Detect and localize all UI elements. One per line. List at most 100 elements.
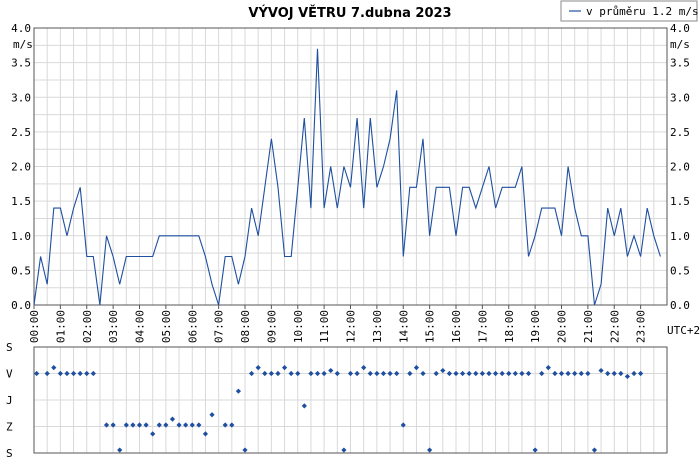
x-tick-label: 15:00 bbox=[424, 310, 437, 343]
direction-point bbox=[427, 447, 433, 453]
x-tick-label: 17:00 bbox=[476, 310, 489, 343]
direction-point bbox=[459, 370, 466, 377]
x-tick-label: 22:00 bbox=[608, 310, 621, 343]
direction-point bbox=[275, 370, 281, 377]
direction-point bbox=[479, 370, 485, 377]
direction-point bbox=[572, 370, 578, 377]
legend-label: v průměru 1.2 m/s bbox=[586, 5, 699, 18]
direction-point bbox=[638, 370, 644, 377]
direction-point bbox=[202, 431, 209, 437]
direction-point bbox=[57, 370, 63, 377]
direction-point bbox=[354, 370, 360, 377]
direction-point bbox=[492, 370, 499, 377]
chart-title: VÝVOJ VĚTRU 7.dubna 2023 bbox=[248, 5, 451, 21]
direction-point bbox=[532, 447, 538, 453]
direction-point bbox=[334, 370, 340, 377]
direction-point bbox=[387, 370, 393, 377]
direction-point bbox=[295, 370, 301, 377]
y-tick-label-left: 4.0 bbox=[11, 22, 31, 35]
y-tick-label-left: 3.5 bbox=[11, 57, 31, 70]
x-tick-label: 08:00 bbox=[239, 310, 252, 343]
direction-point bbox=[361, 365, 367, 371]
x-tick-label: 21:00 bbox=[582, 310, 595, 343]
direction-point bbox=[519, 370, 525, 377]
direction-point bbox=[413, 365, 420, 371]
x-tick-label: 11:00 bbox=[318, 310, 331, 343]
y-tick-label-right: 3.5 bbox=[670, 57, 690, 70]
x-tick-label: 12:00 bbox=[345, 310, 358, 343]
direction-tick-label: J bbox=[6, 394, 13, 407]
y-unit-label-left: m/s bbox=[13, 38, 33, 51]
direction-point bbox=[288, 370, 294, 377]
direction-point bbox=[420, 370, 426, 377]
direction-point bbox=[103, 422, 110, 428]
x-tick-label: 06:00 bbox=[186, 310, 199, 343]
x-tick-label: 03:00 bbox=[107, 310, 120, 343]
direction-point bbox=[499, 370, 505, 377]
y-tick-label-left: 1.0 bbox=[11, 230, 31, 243]
direction-point bbox=[169, 416, 176, 422]
direction-point bbox=[130, 422, 136, 428]
direction-point bbox=[407, 370, 413, 377]
direction-point bbox=[400, 422, 406, 428]
y-tick-label-right: 3.0 bbox=[670, 91, 690, 104]
bottom-plot-grid bbox=[33, 346, 668, 454]
direction-point bbox=[321, 370, 327, 377]
direction-point bbox=[578, 370, 584, 377]
direction-point bbox=[473, 370, 479, 377]
x-tick-label: 07:00 bbox=[213, 310, 226, 343]
direction-point bbox=[235, 388, 242, 394]
top-plot-grid bbox=[33, 27, 668, 306]
direction-point bbox=[77, 370, 83, 377]
y-tick-label-right: 2.0 bbox=[670, 161, 690, 174]
direction-point bbox=[367, 370, 373, 377]
x-tick-label: 13:00 bbox=[371, 310, 384, 343]
direction-point bbox=[163, 422, 169, 428]
direction-point bbox=[328, 367, 334, 374]
direction-tick-label: S bbox=[6, 341, 13, 354]
x-tick-label: 01:00 bbox=[54, 310, 67, 343]
speed-line bbox=[33, 48, 661, 306]
direction-point bbox=[189, 422, 195, 428]
direction-point bbox=[591, 447, 598, 453]
direction-tick-label: Z bbox=[6, 421, 13, 434]
direction-point bbox=[262, 370, 268, 377]
direction-point bbox=[545, 365, 551, 371]
x-tick-label: 04:00 bbox=[134, 310, 147, 343]
direction-point bbox=[512, 370, 518, 377]
direction-point bbox=[506, 370, 512, 377]
direction-point bbox=[110, 422, 116, 428]
direction-tick-label: S bbox=[6, 447, 13, 460]
direction-point bbox=[618, 370, 624, 377]
direction-point bbox=[196, 422, 202, 428]
direction-point bbox=[539, 370, 545, 377]
direction-point bbox=[34, 370, 40, 377]
direction-point bbox=[123, 422, 129, 428]
y-tick-label-right: 0.5 bbox=[670, 264, 690, 277]
direction-point bbox=[281, 365, 288, 371]
direction-point bbox=[314, 370, 321, 377]
direction-point bbox=[268, 370, 274, 377]
x-tick-label: 09:00 bbox=[265, 310, 278, 343]
direction-point bbox=[631, 370, 637, 377]
x-tick-label: 05:00 bbox=[160, 310, 173, 343]
y-tick-label-right: 1.5 bbox=[670, 195, 690, 208]
direction-point bbox=[229, 422, 235, 428]
direction-point bbox=[374, 370, 380, 377]
direction-point bbox=[440, 367, 446, 374]
y-tick-label-left: 1.5 bbox=[11, 195, 31, 208]
x-tick-label: 23:00 bbox=[635, 310, 648, 343]
direction-point bbox=[558, 370, 565, 377]
direction-point bbox=[156, 422, 162, 428]
direction-point bbox=[117, 447, 123, 453]
direction-point bbox=[446, 370, 453, 377]
direction-point bbox=[394, 370, 400, 377]
x-tick-label: 18:00 bbox=[503, 310, 516, 343]
direction-point bbox=[525, 370, 532, 377]
direction-point bbox=[380, 370, 387, 377]
direction-series bbox=[34, 365, 644, 453]
direction-point bbox=[486, 370, 492, 377]
x-tick-label: 14:00 bbox=[397, 310, 410, 343]
direction-tick-label: V bbox=[6, 368, 13, 381]
